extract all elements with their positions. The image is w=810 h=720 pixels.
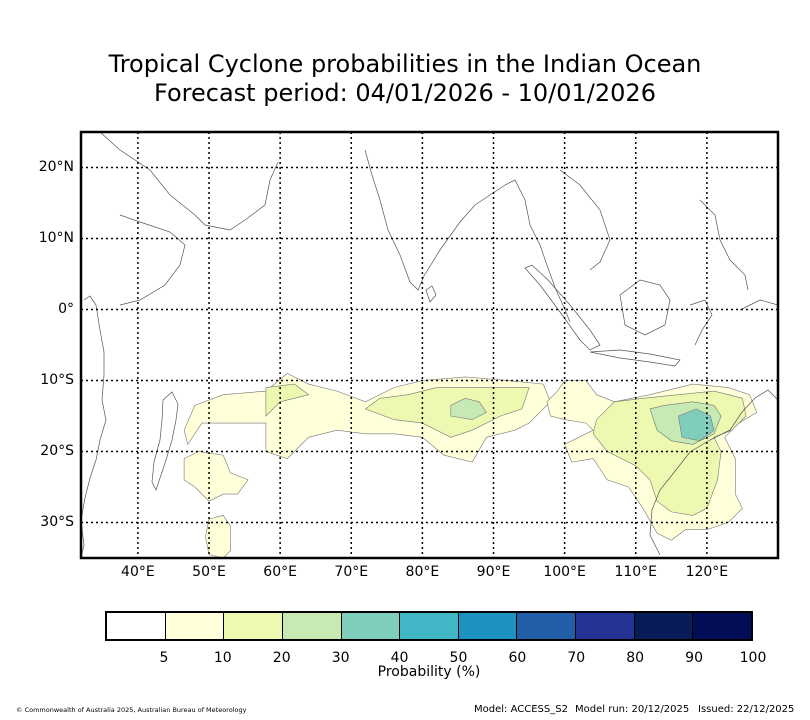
colorbar-cell: [224, 613, 283, 639]
colorbar-tick-label: 40: [390, 650, 409, 666]
colorbar-cell: [165, 613, 225, 639]
probability-region-1: [183, 451, 249, 502]
title-line-2: Forecast period: 04/01/2026 - 10/01/2026: [154, 79, 656, 107]
coastline-sumatra: [524, 264, 601, 351]
colorbar-tick-label: 5: [159, 650, 169, 666]
map-frame: [79, 130, 780, 560]
probability-region-4: [265, 383, 310, 417]
colorbar-cell: [634, 613, 694, 639]
lat-label: 0°: [58, 300, 74, 317]
lat-label: 10°S: [40, 371, 74, 388]
coastline-arabia: [99, 132, 279, 231]
title-line-1: Tropical Cyclone probabilities in the In…: [108, 50, 702, 78]
probability-region-5: [364, 387, 530, 438]
coastline-madagascar: [151, 391, 179, 491]
probability-region-9: [678, 408, 715, 442]
probability-contours: [183, 373, 758, 558]
coastlines: [81, 132, 778, 558]
coastline-somalia: [119, 214, 186, 306]
lon-label: 80°E: [405, 564, 440, 580]
coastline-philippines: [699, 199, 749, 291]
coastline-africa: [81, 295, 107, 521]
model-name: Model: ACCESS_S2: [474, 704, 568, 715]
colorbar-cell: [576, 613, 635, 639]
colorbar-cell: [458, 613, 518, 639]
model-run: Model run: 20/12/2025: [575, 704, 690, 715]
colorbar-tick-label: 50: [449, 650, 468, 666]
colorbar-tick-label: 100: [739, 650, 767, 666]
probability-region-2: [205, 515, 231, 558]
lat-label: 20°N: [38, 158, 74, 175]
graticule: [81, 132, 778, 558]
lon-label: 60°E: [263, 564, 297, 580]
lat-label: 30°S: [40, 513, 74, 530]
colorbar-tick-label: 80: [626, 650, 645, 666]
coastline-australia: [649, 389, 778, 556]
coastline-sulawesi: [689, 299, 713, 346]
colorbar-tick-label: 60: [508, 650, 527, 666]
lon-label: 40°E: [121, 564, 155, 580]
colorbar-cell: [693, 613, 752, 639]
colorbar-tick-label: 30: [331, 650, 350, 666]
colorbar-cell: [107, 613, 166, 639]
colorbar-label: Probability (%): [377, 664, 481, 680]
issued-date: Issued: 22/12/2025: [698, 704, 795, 715]
colorbar-cell: [517, 613, 577, 639]
lat-label: 20°S: [40, 442, 74, 459]
lon-label: 70°E: [334, 564, 369, 580]
coastline-borneo: [619, 279, 671, 336]
colorbar-tick-label: 20: [272, 650, 291, 666]
colorbar: [105, 611, 753, 641]
probability-region-7: [450, 397, 487, 420]
lon-label: 100°E: [543, 564, 586, 580]
colorbar-cell: [282, 613, 342, 639]
colorbar-cell: [341, 613, 401, 639]
colorbar-tick-label: 10: [213, 650, 232, 666]
coastline-se-asia: [514, 179, 571, 323]
lon-label: 120°E: [685, 564, 729, 580]
coastline-india: [364, 149, 516, 291]
colorbar-tick-label: 70: [567, 650, 586, 666]
lat-label: 10°N: [38, 229, 74, 246]
coastline-java: [589, 349, 681, 367]
copyright-notice: © Commonwealth of Australia 2025, Austra…: [16, 706, 247, 714]
lon-label: 110°E: [614, 564, 658, 580]
coastline-sri-lanka: [425, 285, 437, 303]
colorbar-cell: [400, 613, 459, 639]
coastline-indochina: [559, 169, 611, 271]
coastline-new-guinea: [739, 299, 778, 311]
lon-label: 90°E: [476, 564, 511, 580]
colorbar-tick-label: 90: [685, 650, 703, 666]
lon-label: 50°E: [192, 564, 226, 580]
